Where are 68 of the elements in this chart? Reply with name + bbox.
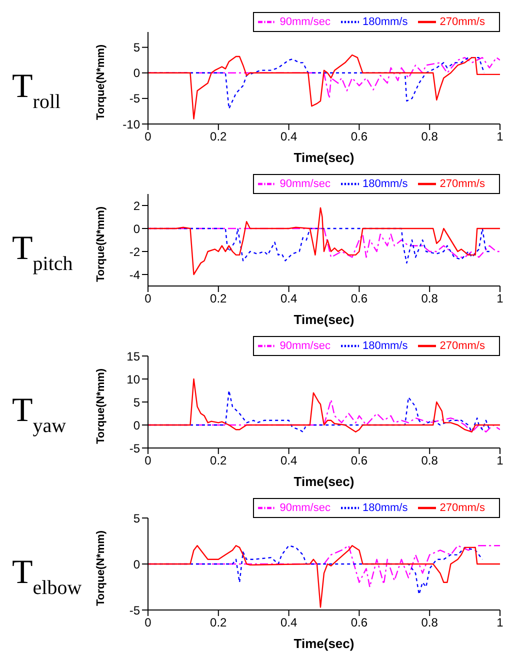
x-tick-label: 0.4 <box>280 616 298 630</box>
x-tick-label: 0.2 <box>210 292 228 306</box>
x-tick-label: 1 <box>496 130 504 144</box>
x-tick-label: 0.2 <box>210 130 228 144</box>
line-series <box>148 378 500 432</box>
x-tick-label: 0.4 <box>280 454 298 468</box>
x-tick-label: 0.6 <box>350 130 368 144</box>
legend-label: 90mm/sec <box>280 502 330 514</box>
legend-label: 180mm/s <box>362 178 408 190</box>
text: T$_{roll}$ <box>12 68 61 112</box>
y-tick-label: 0 <box>133 222 140 236</box>
x-axis-title: Time(sec) <box>294 150 354 165</box>
legend-label: 180mm/s <box>362 16 408 28</box>
y-tick-label: 5 <box>133 395 140 410</box>
line-series <box>148 545 500 608</box>
x-tick-label: 0.6 <box>350 454 368 468</box>
y-axis-title: Torque(N*mm) <box>94 44 107 120</box>
text: T$_{elbow}$ <box>12 554 82 598</box>
x-tick-label: 0 <box>144 292 152 306</box>
x-tick-label: 0 <box>144 616 152 630</box>
y-tick-label: 5 <box>133 511 140 526</box>
y-tick-label: -5 <box>129 441 140 456</box>
text: T$_{yaw}$ <box>12 392 67 436</box>
legend-label: 270mm/s <box>440 16 485 28</box>
x-tick-label: 0.6 <box>350 292 368 306</box>
x-axis-title: Time(sec) <box>294 636 354 651</box>
legend-label: 90mm/sec <box>280 340 330 352</box>
y-tick-label: -10 <box>122 117 140 132</box>
x-tick-label: 1 <box>496 454 504 468</box>
legend-label: 180mm/s <box>362 502 408 514</box>
x-tick-label: 0.8 <box>421 454 438 468</box>
legend-label: 90mm/sec <box>280 178 330 190</box>
y-tick-label: -2 <box>129 244 140 259</box>
y-axis-title: Torque(N*mm) <box>94 530 107 606</box>
legend-label: 270mm/s <box>440 178 485 190</box>
x-axis-title: Time(sec) <box>294 474 354 489</box>
legend-label: 270mm/s <box>440 502 485 514</box>
x-axis-title: Time(sec) <box>294 312 354 327</box>
x-tick-label: 1 <box>496 292 504 306</box>
y-tick-label: 5 <box>133 40 140 55</box>
x-tick-label: 0.8 <box>421 130 438 144</box>
y-tick-label: 0 <box>133 66 140 80</box>
x-tick-label: 0.4 <box>280 292 298 306</box>
x-tick-label: 1 <box>496 616 504 630</box>
x-tick-label: 0.8 <box>421 616 438 630</box>
x-tick-label: 0.2 <box>210 454 228 468</box>
y-tick-label: 2 <box>133 198 140 213</box>
y-axis-title: Torque(N*mm) <box>94 368 107 444</box>
y-axis-title: Torque(N*mm) <box>94 206 107 282</box>
legend-label: 90mm/sec <box>280 16 330 28</box>
line-series <box>148 54 500 120</box>
y-tick-label: -5 <box>129 603 140 618</box>
y-tick-label: 15 <box>126 349 140 364</box>
y-tick-label: -5 <box>129 92 140 106</box>
legend-label: 180mm/s <box>362 340 408 352</box>
legend-label: 270mm/s <box>440 340 485 352</box>
y-tick-label: 0 <box>133 557 140 572</box>
x-tick-label: 0.8 <box>421 292 438 306</box>
line-series <box>148 207 500 276</box>
x-tick-label: 0.4 <box>280 130 298 144</box>
x-tick-label: 0.2 <box>210 616 228 630</box>
y-tick-label: 10 <box>126 372 140 386</box>
x-tick-label: 0.6 <box>350 616 368 630</box>
y-tick-label: -4 <box>129 268 140 282</box>
text: T$_{pitch}$ <box>12 230 73 274</box>
x-tick-label: 0 <box>144 454 152 468</box>
y-tick-label: 0 <box>133 418 140 432</box>
x-tick-label: 0 <box>144 130 152 144</box>
